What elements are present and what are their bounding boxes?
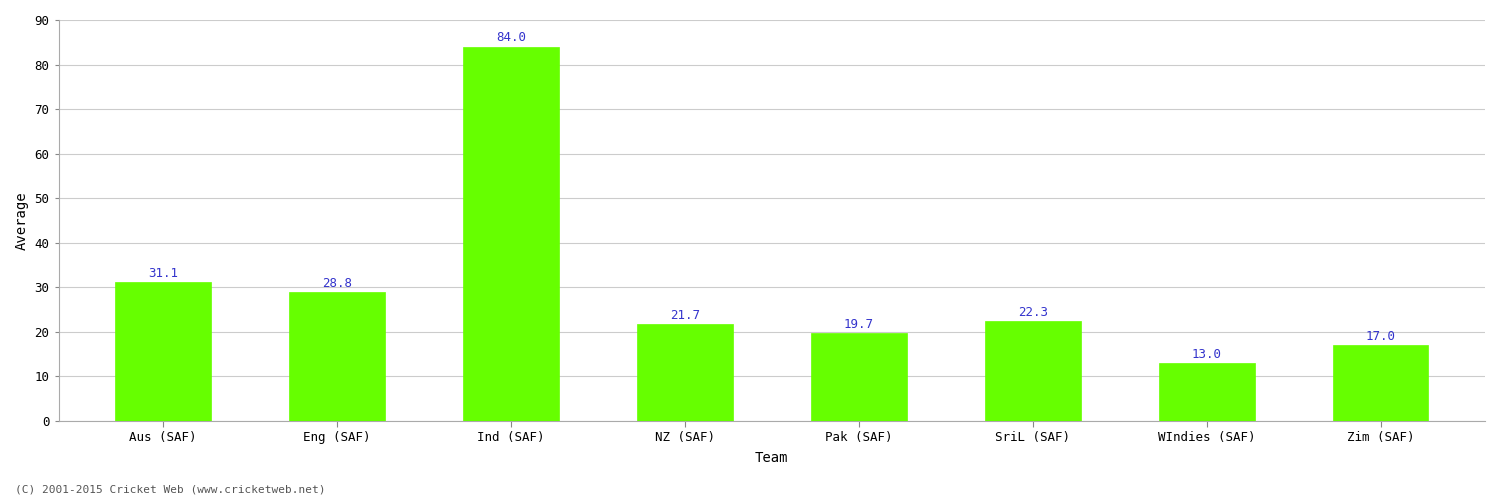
Y-axis label: Average: Average (15, 191, 28, 250)
Bar (1160, 363, 1254, 420)
Text: (C) 2001-2015 Cricket Web (www.cricketweb.net): (C) 2001-2015 Cricket Web (www.cricketwe… (15, 485, 326, 495)
Text: 28.8: 28.8 (322, 277, 352, 290)
Bar (464, 46, 558, 420)
Bar (812, 333, 906, 420)
Text: 31.1: 31.1 (148, 267, 178, 280)
Bar (1334, 345, 1428, 420)
Bar (290, 292, 384, 420)
Text: 84.0: 84.0 (496, 32, 526, 44)
Text: 22.3: 22.3 (1017, 306, 1047, 319)
Text: 21.7: 21.7 (670, 309, 700, 322)
Text: 19.7: 19.7 (844, 318, 874, 330)
Bar (638, 324, 732, 420)
Text: 17.0: 17.0 (1365, 330, 1395, 342)
Bar (986, 322, 1080, 420)
Text: 13.0: 13.0 (1191, 348, 1221, 360)
Bar (116, 282, 212, 420)
X-axis label: Team: Team (754, 451, 789, 465)
